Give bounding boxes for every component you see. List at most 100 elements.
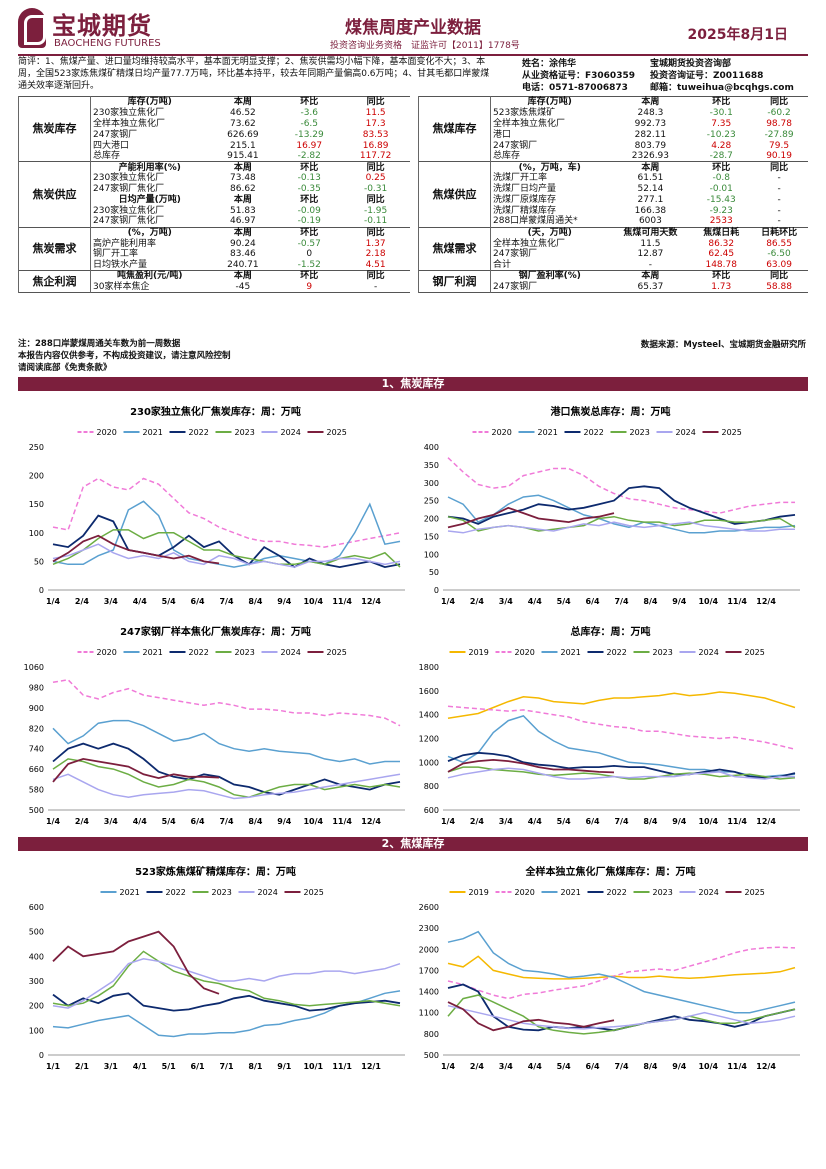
y-tick-label: 200	[424, 515, 439, 524]
cell-value: 240.71	[227, 260, 259, 271]
x-tick-label: 5/4	[557, 817, 571, 826]
cell-value: 277.1	[637, 194, 664, 205]
x-tick-label: 11/4	[727, 1062, 747, 1071]
x-tick-label: 11/4	[727, 597, 747, 606]
series-line-2021	[52, 719, 400, 765]
series-line-2022	[447, 485, 796, 525]
x-tick-label: 12/4	[361, 597, 381, 606]
column-header: 环比	[712, 271, 731, 282]
table-header-row: 焦炭供应 产能利用率(%) 本周 环比 同比	[18, 161, 410, 228]
legend-label-2022: 2022	[607, 648, 627, 657]
y-tick-label: 500	[29, 806, 44, 815]
series-line-2020	[447, 705, 796, 750]
column-header: 同比	[770, 271, 789, 282]
x-tick-label: 1/1	[46, 1062, 60, 1071]
series-line-2021	[447, 930, 796, 1014]
cell-value: -30.1	[709, 107, 733, 118]
x-tick-label: 8/4	[643, 597, 657, 606]
y-tick-label: 500	[424, 1051, 439, 1060]
row-label: 港口	[493, 129, 512, 140]
legend-label-2023: 2023	[212, 888, 232, 897]
chart-port-coke-inventory: 港口焦炭总库存：周：万吨 2020 2021 2022 2023 2024 2025 0 50 1…	[424, 405, 800, 606]
row-label: 247家钢厂	[493, 249, 538, 260]
table-row: 230家独立焦化厂 46.52 -3.6 11.5	[19, 107, 411, 118]
chart-title: 230家独立焦化厂焦炭库存：周：万吨	[130, 405, 301, 418]
category-label: 焦煤库存	[418, 96, 491, 162]
legend-label-2024: 2024	[281, 648, 301, 657]
y-tick-label: 1060	[24, 663, 44, 672]
cell-value: -0.8	[712, 173, 731, 184]
table-row: 247家钢厂 803.79 4.28 79.5	[419, 140, 809, 151]
column-header: 同比	[366, 162, 385, 173]
cell-value: 73.62	[230, 118, 256, 129]
cell-value: -0.35	[297, 184, 321, 195]
legend-label-2025: 2025	[327, 428, 347, 437]
column-header: 库存(万吨)	[127, 97, 172, 108]
cell-value: 62.45	[708, 249, 735, 260]
column-header: 本周	[641, 271, 660, 282]
x-tick-label: 10/4	[698, 1062, 718, 1071]
table-row: 总库存 915.41 -2.82 117.72	[19, 151, 411, 162]
chart-230-coke-inventory: 230家独立焦化厂焦炭库存：周：万吨 2020 2021 2022 2023 2024 20…	[29, 405, 405, 606]
x-tick-label: 1/4	[441, 817, 455, 826]
column-header: 同比	[366, 194, 385, 205]
series-line-2024	[52, 958, 401, 1009]
legend-label-2025: 2025	[327, 648, 347, 657]
y-tick-label: 1400	[419, 988, 439, 997]
table-header-row: 焦煤供应 (%，万吨，车) 本周 环比 同比	[418, 161, 808, 228]
cell-value: 83.53	[362, 129, 389, 140]
x-tick-label: 6/4	[586, 817, 600, 826]
x-tick-label: 9/4	[672, 817, 686, 826]
x-tick-label: 12/4	[756, 597, 776, 606]
legend-label-2021: 2021	[143, 648, 163, 657]
y-tick-label: 820	[29, 724, 44, 733]
note-line: 注：288口岸蒙煤周通关车数为前一周数据	[18, 339, 181, 349]
x-tick-label: 6/4	[586, 597, 600, 606]
series-line-2024	[447, 1004, 796, 1030]
summary-text: 简评：1、焦煤产量、进口量均维持较高水平，基本面无明显支撑；2、焦炭供需均小幅下…	[18, 57, 490, 91]
cell-value: -0.19	[297, 216, 321, 227]
column-header: 本周	[641, 162, 660, 173]
category-label: 焦炭供应	[18, 161, 91, 228]
x-tick-label: 6/4	[586, 1062, 600, 1071]
legend-label-2024: 2024	[676, 428, 696, 437]
x-tick-label: 10/4	[303, 597, 323, 606]
x-tick-label: 11/4	[727, 817, 747, 826]
series-line-2024	[52, 543, 401, 568]
series-line-2022	[52, 742, 401, 796]
cell-value: 90.19	[766, 151, 792, 162]
cell-value: 86.32	[708, 238, 735, 249]
table-row: 247家钢厂焦化厂 46.97 -0.19 -0.11	[19, 216, 411, 227]
x-tick-label: 2/4	[470, 817, 484, 826]
data-source: 数据来源：Mysteel、宝城期货金融研究所	[640, 340, 806, 350]
category-label: 焦炭库存	[18, 96, 91, 162]
cell-value: -0.09	[297, 205, 321, 216]
cell-value: -9.23	[709, 205, 733, 216]
cell-value: 1.37	[365, 238, 386, 249]
cell-value: 86.62	[230, 184, 256, 195]
y-tick-label: 200	[29, 472, 44, 481]
x-tick-label: 10/1	[303, 1062, 323, 1071]
cell-value: 52.14	[637, 184, 664, 195]
table-row: 247家钢厂 626.69 -13.29 83.53	[19, 129, 411, 140]
y-tick-label: 100	[29, 1026, 44, 1035]
legend-label-2025: 2025	[745, 648, 765, 657]
series-line-2025	[447, 506, 615, 529]
cell-value: 86.55	[766, 238, 792, 249]
x-tick-label: 10/4	[698, 597, 718, 606]
table-row: 230家独立焦化厂 51.83 -0.09 -1.95	[19, 205, 411, 216]
cell-value: -0.31	[363, 184, 388, 195]
column-header: 本周	[233, 194, 252, 205]
x-tick-label: 5/4	[557, 597, 571, 606]
notes: 注：288口岸蒙煤周通关车数为前一周数据 本报告内容仅供参考，不构成投资建议，请…	[18, 338, 231, 374]
x-tick-label: 1/4	[46, 597, 60, 606]
cell-value: -6.50	[767, 249, 791, 260]
x-tick-label: 6/1	[191, 1062, 205, 1071]
cell-value: 7.35	[711, 118, 732, 129]
cell-value: -0.01	[709, 184, 733, 195]
category-label: 焦企利润	[18, 270, 91, 293]
legend-label-2019: 2019	[469, 888, 489, 897]
y-tick-label: 900	[29, 704, 44, 713]
x-tick-label: 10/4	[303, 817, 323, 826]
x-tick-label: 5/4	[162, 597, 176, 606]
